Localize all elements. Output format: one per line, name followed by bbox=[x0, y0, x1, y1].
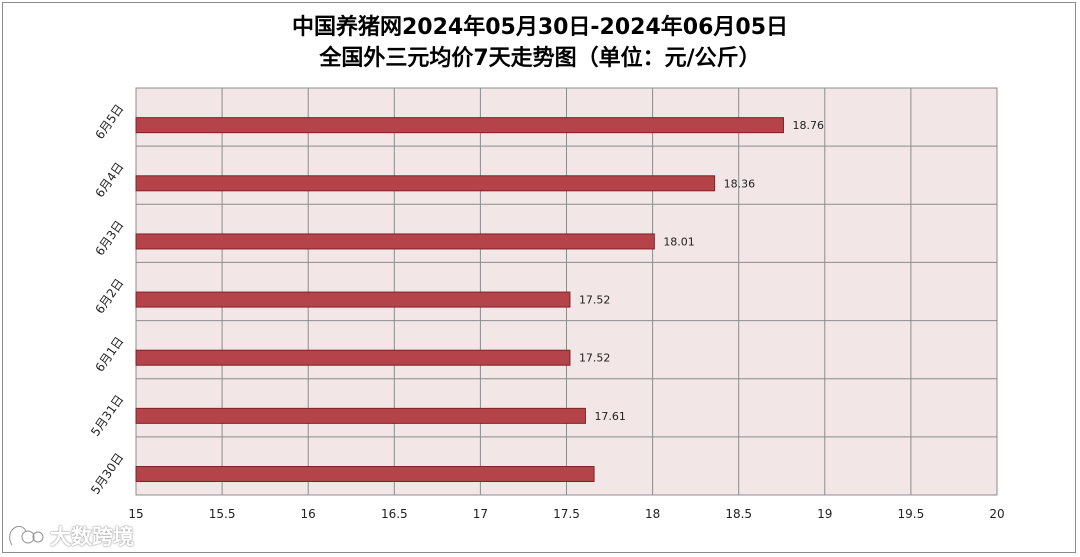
x-tick-label: 15.5 bbox=[209, 507, 236, 521]
data-label: 18.76 bbox=[792, 119, 824, 132]
bar bbox=[135, 407, 586, 424]
x-tick-label: 18 bbox=[645, 507, 660, 521]
data-labels: 18.76 18.36 18.01 17.52 17.52 17.61 bbox=[579, 119, 824, 423]
chart-title: 中国养猪网2024年05月30日-2024年06月05日 bbox=[291, 15, 789, 40]
y-tick-label: 6月4日 bbox=[92, 160, 126, 200]
x-tick-label: 16.5 bbox=[381, 507, 408, 521]
y-tick-label: 6月3日 bbox=[92, 218, 126, 258]
data-label: 17.52 bbox=[579, 352, 611, 365]
brand-logo-icon bbox=[8, 524, 45, 546]
y-tick-label: 6月5日 bbox=[92, 102, 126, 142]
y-tick-label: 5月31日 bbox=[88, 392, 126, 438]
x-tick-label: 15 bbox=[128, 507, 143, 521]
bar bbox=[135, 291, 571, 308]
y-tick-label: 5月30日 bbox=[88, 451, 126, 497]
x-tick-labels: 15 15.5 16 16.5 17 17.5 18 18.5 19 19.5 20 bbox=[128, 507, 1004, 521]
chart-title-block: 中国养猪网2024年05月30日-2024年06月05日 全国外三元均价7天走势… bbox=[0, 12, 1080, 74]
x-tick-label: 19.5 bbox=[898, 507, 925, 521]
bar bbox=[135, 349, 571, 366]
x-tick-label: 17 bbox=[473, 507, 488, 521]
bar bbox=[135, 466, 595, 483]
chart-subtitle: 全国外三元均价7天走势图（单位：元/公斤） bbox=[319, 46, 761, 71]
data-label: 18.01 bbox=[663, 235, 695, 248]
y-tick-label: 6月1日 bbox=[92, 334, 126, 374]
watermark-text: 大数跨境 bbox=[50, 525, 134, 549]
data-label: 17.52 bbox=[579, 294, 611, 307]
x-tick-label: 20 bbox=[989, 507, 1004, 521]
bars bbox=[135, 117, 784, 483]
y-tick-labels: 6月5日 6月4日 6月3日 6月2日 6月1日 5月31日 5月30日 bbox=[88, 102, 126, 497]
bar bbox=[135, 233, 655, 250]
bar bbox=[135, 117, 784, 134]
data-label: 18.36 bbox=[724, 177, 756, 190]
x-tick-label: 18.5 bbox=[725, 507, 752, 521]
grid-lines bbox=[135, 87, 998, 496]
bar bbox=[135, 175, 716, 192]
y-tick-label: 6月2日 bbox=[92, 276, 126, 316]
x-tick-label: 17.5 bbox=[553, 507, 580, 521]
x-tick-label: 19 bbox=[817, 507, 832, 521]
watermark: 大数跨境 bbox=[6, 521, 134, 551]
data-label: 17.61 bbox=[594, 410, 626, 423]
x-tick-label: 16 bbox=[301, 507, 316, 521]
